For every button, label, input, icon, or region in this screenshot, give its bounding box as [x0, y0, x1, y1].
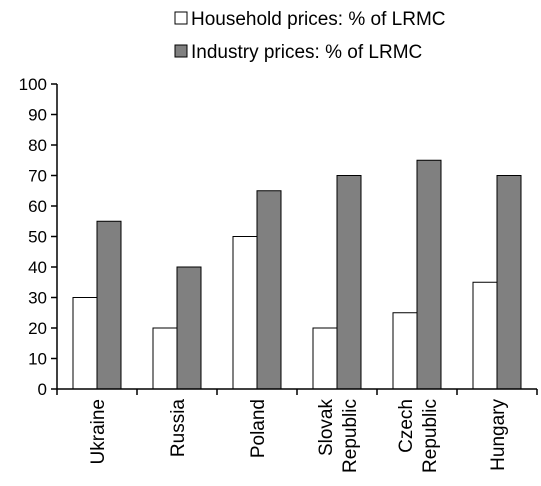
y-tick-label-1: 0 [38, 380, 47, 399]
y-tick-label-4: 30 [28, 289, 47, 308]
bar-household-5 [392, 312, 418, 390]
y-tick-label-3: 20 [28, 319, 47, 338]
legend-label-2: Industry prices: % of LRMC [191, 42, 422, 63]
y-tick-label-2: 10 [28, 350, 47, 369]
x-tick-label-5-line-1: Czech [396, 399, 417, 453]
x-tick-label-4-line-2: Republic [340, 399, 361, 473]
bar-industry-5 [416, 159, 442, 390]
legend-label-1: Household prices: % of LRMC [191, 9, 446, 30]
x-tick-label-6: Hungary [488, 399, 509, 471]
y-tick-label-8: 70 [28, 167, 47, 186]
bar-household-4 [312, 327, 338, 390]
x-tick-label-3-line-1: Poland [248, 399, 269, 458]
x-tick-label-4: Slovak Republic [316, 399, 361, 473]
y-tick-label-11: 100 [19, 75, 47, 94]
bar-industry-2 [176, 266, 202, 390]
x-tick-label-2: Russia [168, 399, 189, 458]
bar-household-1 [72, 297, 98, 390]
x-tick-label-5-line-2: Republic [420, 399, 441, 473]
bar-industry-1 [96, 220, 122, 390]
y-tick-label-5: 40 [28, 258, 47, 277]
x-tick-label-3: Poland [248, 399, 269, 458]
plot-area: 0 10 20 30 40 50 60 70 80 90 100 Ukraine Russia Polan… [19, 75, 538, 473]
bar-industry-6 [496, 175, 522, 390]
legend-swatch-2 [174, 44, 188, 58]
x-tick-label-4-line-1: Slovak [316, 399, 337, 457]
y-tick-label-9: 80 [28, 136, 47, 155]
x-tick-label-6-line-1: Hungary [488, 399, 509, 471]
y-tick-label-10: 90 [28, 106, 47, 125]
x-tick-label-5: Czech Republic [396, 399, 441, 473]
legend: Household prices: % of LRMC Industry pric… [174, 9, 446, 63]
y-tick-label-7: 60 [28, 197, 47, 216]
bar-household-3 [232, 236, 258, 390]
y-tick-label-6: 50 [28, 228, 47, 247]
bar-household-2 [152, 327, 178, 390]
x-tick-label-1: Ukraine [88, 399, 109, 464]
bar-household-6 [472, 281, 498, 390]
legend-swatch-1 [174, 11, 188, 25]
bar-industry-3 [256, 190, 282, 390]
bar-industry-4 [336, 175, 362, 390]
x-tick-label-2-line-1: Russia [168, 399, 189, 458]
x-tick-label-1-line-1: Ukraine [88, 399, 109, 464]
